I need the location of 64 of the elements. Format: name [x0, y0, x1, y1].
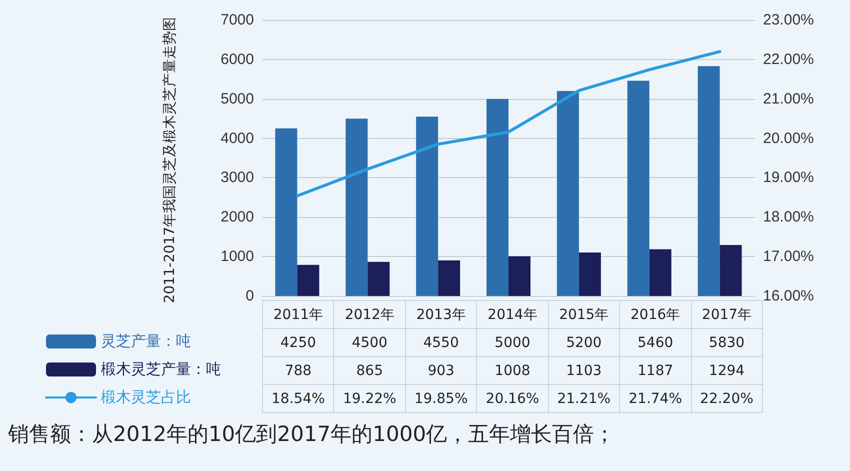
x-tick-label: 2014年	[476, 300, 548, 328]
data-label: 21.21%	[548, 384, 620, 412]
data-label: 22.20%	[691, 384, 762, 412]
legend-label: 椴木灵芝产量：吨	[101, 361, 221, 378]
data-label: 19.22%	[334, 384, 406, 412]
data-label: 18.54%	[262, 384, 334, 412]
x-tick-label: 2012年	[334, 300, 406, 328]
data-label: 903	[405, 356, 477, 384]
y-tick-label: 1000	[220, 248, 254, 266]
y-tick-label: 6000	[220, 50, 254, 68]
data-label: 788	[262, 356, 334, 384]
x-tick-label: 2013年	[405, 300, 477, 328]
data-label: 5000	[476, 328, 548, 356]
bar	[556, 90, 579, 296]
data-label: 20.16%	[476, 384, 548, 412]
bar	[368, 262, 390, 296]
y2-tick-label: 23.00%	[763, 12, 814, 28]
y2-tick-label: 22.00%	[763, 50, 814, 68]
text: 2011-2017年我国灵芝及椴木灵芝产量走势图	[161, 16, 179, 305]
data-label: 1103	[548, 356, 620, 384]
data-label: 19.85%	[405, 384, 477, 412]
data-label: 4500	[334, 328, 406, 356]
bar	[649, 249, 672, 296]
y2-tick-label: 17.00%	[763, 248, 814, 266]
bar	[627, 80, 650, 296]
line-series	[296, 50, 722, 198]
data-label: 5460	[620, 328, 692, 356]
legend-label: 灵芝产量：吨	[101, 333, 191, 350]
bar	[297, 264, 320, 296]
y-tick-label: 3000	[220, 169, 254, 186]
y2-tick-label: 19.00%	[763, 169, 814, 186]
bar	[438, 260, 460, 296]
bar	[486, 98, 508, 296]
bar	[275, 128, 298, 296]
data-label: 1008	[476, 356, 548, 384]
y2-tick-label: 20.00%	[763, 130, 814, 147]
x-tick-label: 2016年	[620, 300, 692, 328]
data-label: 4250	[262, 328, 334, 356]
y-tick-label: 0	[246, 288, 254, 304]
text: 销售额：从2012年的10亿到2017年的1000亿，五年增长百倍；	[8, 421, 616, 448]
legend-label: 椴木灵芝占比	[101, 389, 191, 406]
y-tick-label: 5000	[220, 90, 254, 108]
x-tick-label: 2017年	[691, 300, 762, 328]
bar	[508, 256, 530, 296]
bar	[578, 252, 601, 296]
x-tick-label: 2015年	[548, 300, 620, 328]
data-label: 21.74%	[620, 384, 692, 412]
data-label: 5830	[691, 328, 762, 356]
data-label: 5200	[548, 328, 620, 356]
x-tick-label: 2011年	[262, 300, 334, 328]
y-tick-label: 4000	[220, 130, 254, 147]
bar	[346, 118, 368, 296]
data-label: 1187	[620, 356, 692, 384]
bar	[698, 66, 720, 296]
bar	[416, 116, 438, 296]
data-label: 865	[334, 356, 406, 384]
y-tick-label: 7000	[220, 12, 254, 28]
y-tick-label: 2000	[220, 208, 254, 226]
y2-tick-label: 16.00%	[763, 288, 814, 304]
data-label: 1294	[691, 356, 762, 384]
bar	[720, 244, 742, 296]
y2-tick-label: 21.00%	[763, 90, 814, 108]
data-label: 4550	[405, 328, 477, 356]
y2-tick-label: 18.00%	[763, 208, 814, 226]
